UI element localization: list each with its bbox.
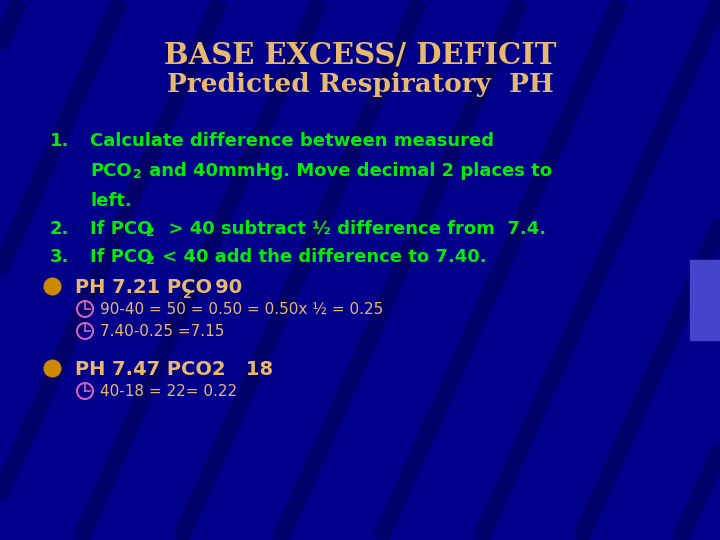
Text: 1.: 1. xyxy=(50,132,69,150)
Bar xyxy=(690,260,720,340)
Text: 2: 2 xyxy=(133,168,142,181)
Text: If PCO: If PCO xyxy=(90,248,153,266)
Text: If PCO: If PCO xyxy=(90,220,153,238)
Text: 2: 2 xyxy=(183,288,192,301)
Text: BASE EXCESS/ DEFICIT: BASE EXCESS/ DEFICIT xyxy=(164,40,556,69)
Text: 40-18 = 22= 0.22: 40-18 = 22= 0.22 xyxy=(100,384,237,399)
Text: 2.: 2. xyxy=(50,220,69,238)
Text: Predicted Respiratory  PH: Predicted Respiratory PH xyxy=(166,72,554,97)
Text: 7.40-0.25 =7.15: 7.40-0.25 =7.15 xyxy=(100,324,225,339)
Text: 90-40 = 50 = 0.50 = 0.50x ½ = 0.25: 90-40 = 50 = 0.50 = 0.50x ½ = 0.25 xyxy=(100,302,383,317)
Text: and 40mmHg. Move decimal 2 places to: and 40mmHg. Move decimal 2 places to xyxy=(143,162,552,180)
Text: left.: left. xyxy=(90,192,132,210)
Text: PCO: PCO xyxy=(90,162,132,180)
Text: < 40 add the difference to 7.40.: < 40 add the difference to 7.40. xyxy=(156,248,487,266)
Text: 2: 2 xyxy=(146,254,155,267)
Text: 2: 2 xyxy=(146,226,155,239)
Text: PH 7.21 PCO: PH 7.21 PCO xyxy=(75,278,212,297)
Text: 90: 90 xyxy=(195,278,242,297)
Text: 3.: 3. xyxy=(50,248,69,266)
Text: > 40 subtract ½ difference from  7.4.: > 40 subtract ½ difference from 7.4. xyxy=(156,220,546,238)
Text: PH 7.47 PCO2   18: PH 7.47 PCO2 18 xyxy=(75,360,273,379)
Text: Calculate difference between measured: Calculate difference between measured xyxy=(90,132,494,150)
